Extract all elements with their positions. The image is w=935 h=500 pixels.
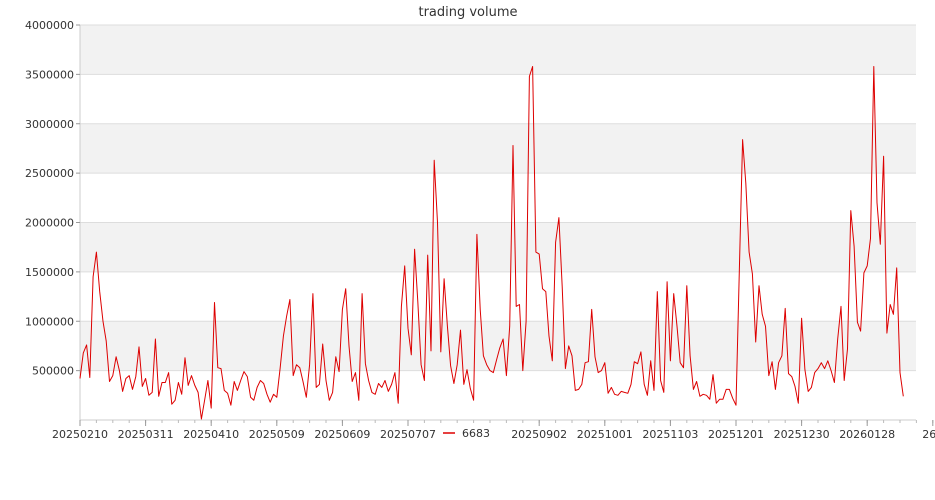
series-line [79, 66, 904, 420]
x-tick-label: 20250509 [249, 428, 305, 441]
x-axis-ticks: 20250210 20250311 20250410 20250509 20250609… [52, 420, 935, 441]
y-axis-ticks: 500000 1000000 1500000 2000000 2500000 300000… [25, 19, 80, 378]
series-layer [79, 66, 904, 420]
x-tick-label: 20251230 [774, 428, 830, 441]
background-band [80, 74, 916, 124]
y-tick-label: 1000000 [25, 315, 74, 328]
x-tick-label: 20251001 [577, 428, 633, 441]
y-tick-label: 500000 [32, 365, 74, 378]
background-band [80, 173, 916, 223]
background-band [80, 222, 916, 272]
chart-title: trading volume [418, 5, 517, 20]
y-tick-label: 3500000 [25, 68, 74, 81]
y-tick-label: 4000000 [25, 19, 74, 32]
x-tick-label: 20250311 [118, 428, 174, 441]
background-band [80, 321, 916, 371]
x-tick-label: 20260128 [839, 428, 895, 441]
y-tick-label: 1500000 [25, 266, 74, 279]
gridlines [80, 24, 916, 372]
plot-background-bands [80, 25, 916, 420]
x-tick-label: 20250707 [380, 428, 436, 441]
y-tick-label: 3000000 [25, 118, 74, 131]
background-band [80, 123, 916, 174]
background-band [80, 271, 916, 322]
x-tick-label: 20250410 [183, 428, 239, 441]
x-tick-label: 20251201 [708, 428, 764, 441]
x-tick-label: 20250902 [511, 428, 567, 441]
y-tick-label: 2000000 [25, 217, 74, 230]
y-tick-label: 2500000 [25, 167, 74, 180]
x-tick-label: 20250210 [52, 428, 108, 441]
x-tick-label: 260 [922, 428, 935, 441]
legend-label: 6683 [462, 427, 490, 440]
x-tick-label: 20251103 [642, 428, 698, 441]
legend-background [446, 426, 494, 440]
x-tick-label: 20250609 [314, 428, 370, 441]
background-band [80, 25, 916, 75]
legend: 6683 [443, 426, 494, 440]
